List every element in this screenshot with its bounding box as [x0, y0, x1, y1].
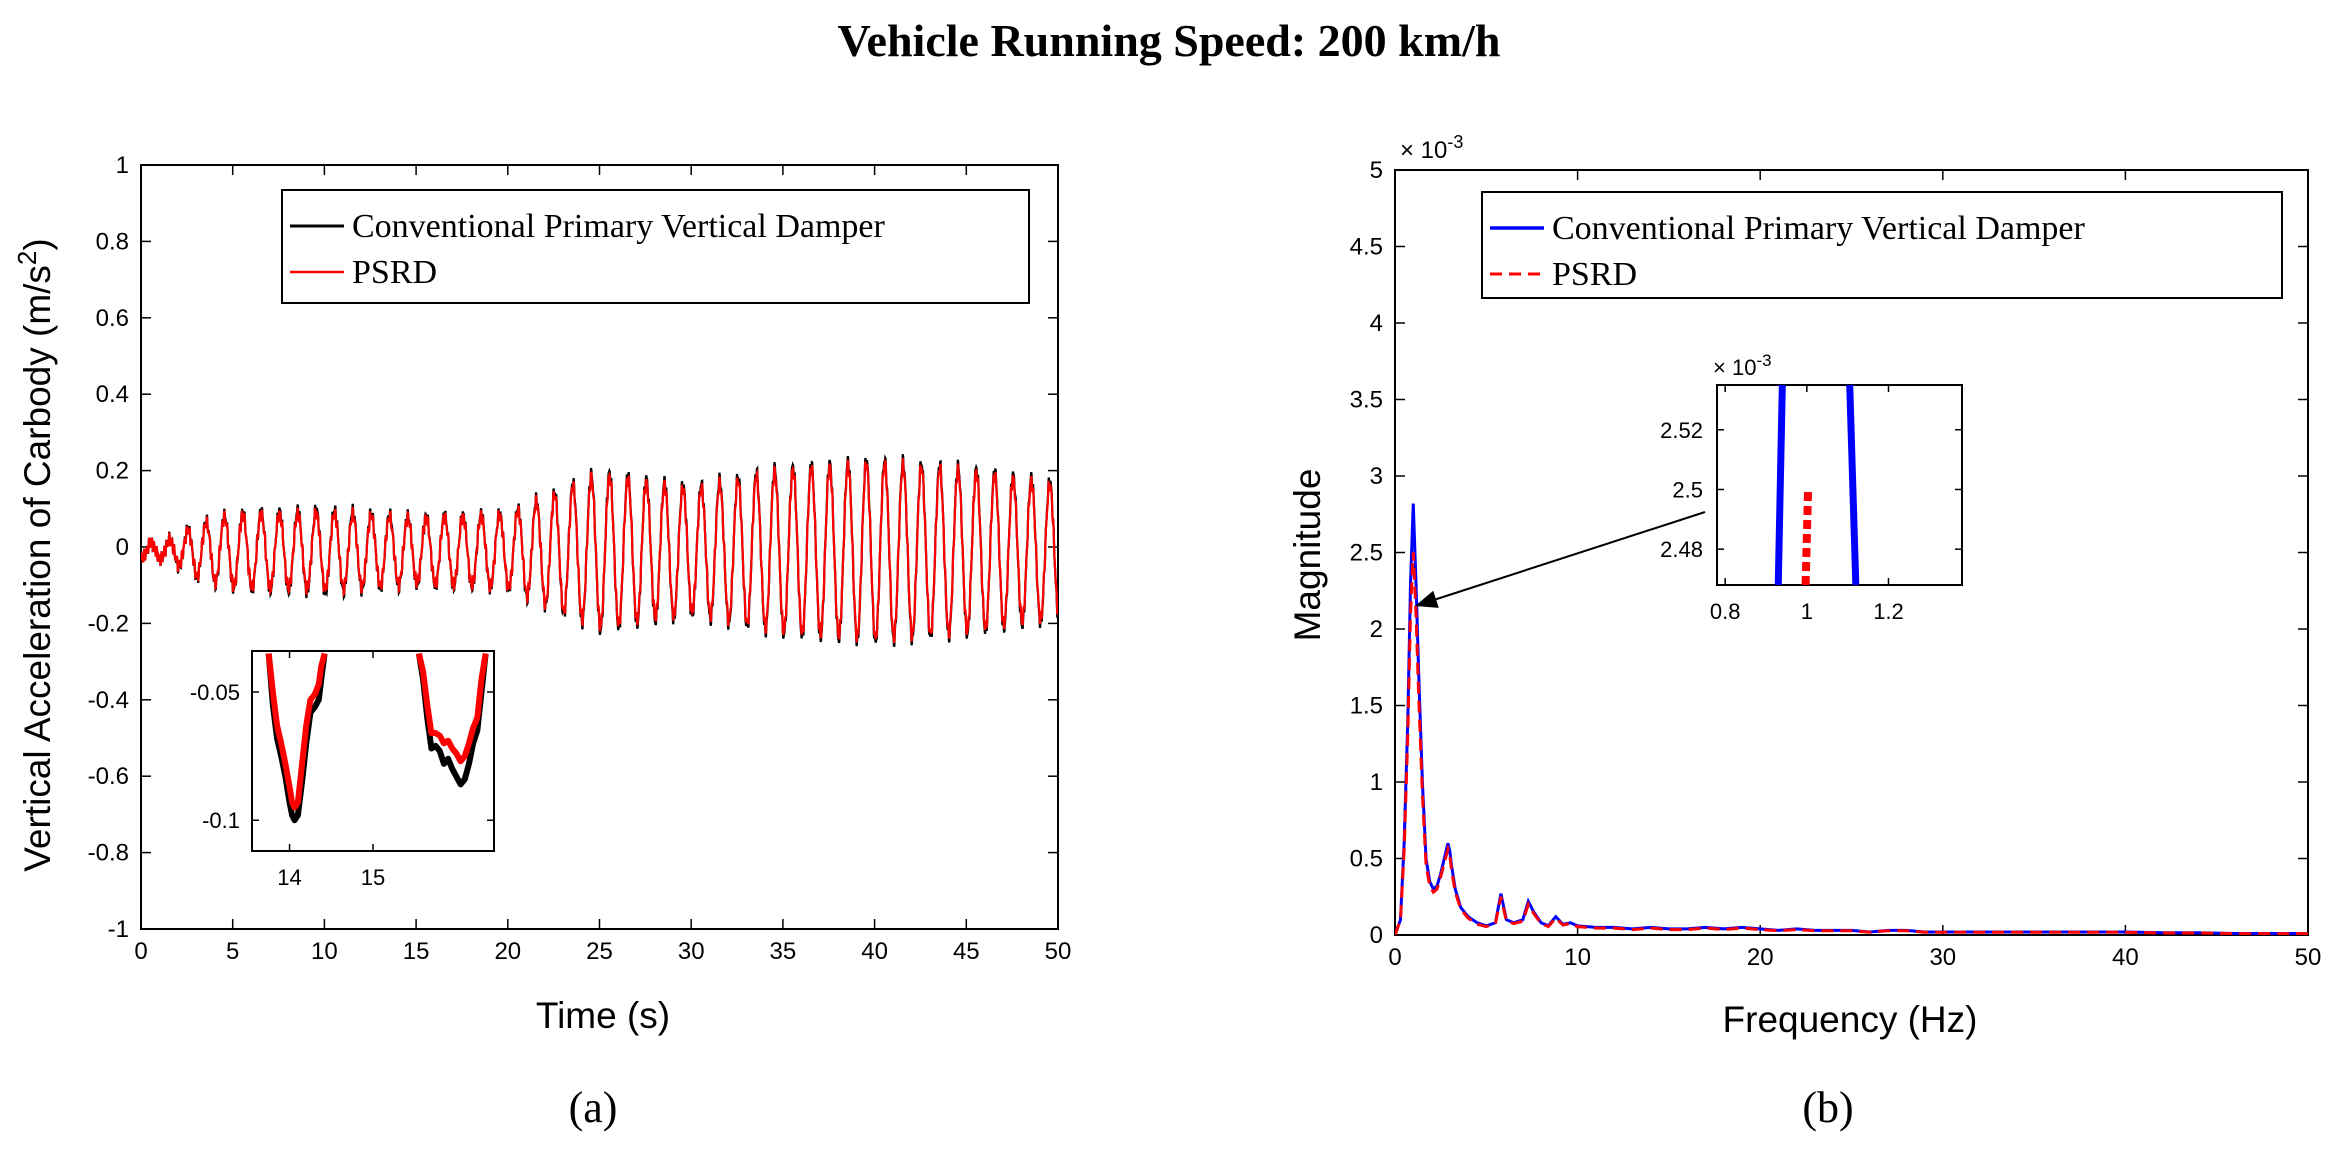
panel-b-y-tick-label: 0: [1370, 922, 1383, 949]
panel-b-inset-x-tick-label: 0.8: [1710, 599, 1741, 624]
panel-a-inset-x-tick-label: 14: [277, 865, 301, 890]
panel-a-x-axis-label: Time (s): [536, 995, 670, 1036]
panel-b-legend-entry: Conventional Primary Vertical Damper: [1552, 210, 2086, 247]
panel-b-legend: [1481, 191, 2283, 299]
panel-b-x-tick-label: 40: [2112, 944, 2139, 971]
panel-b-inset-x-tick-label: 1.2: [1873, 599, 1904, 624]
panel-a-x-tick-label: 45: [953, 938, 980, 965]
panel-a-x-tick-label: 25: [586, 938, 613, 965]
panel-b-label: (b): [1802, 1083, 1853, 1132]
panel-a-label: (a): [569, 1083, 618, 1132]
panel-a-inset-x-tick-label: 15: [361, 865, 385, 890]
panel-a-inset-series-psrd-2: [415, 652, 489, 765]
panel-a-inset-y-tick-label: -0.1: [202, 808, 240, 833]
panel-b-y-tick-label: 3: [1370, 463, 1383, 490]
panel-b-y-tick-label: 2.5: [1350, 540, 1383, 567]
panel-b-y-tick-label: 2: [1370, 616, 1383, 643]
panel-b-inset-y-tick-label: 2.48: [1660, 537, 1703, 562]
panel-b-y-tick-label: 5: [1370, 157, 1383, 184]
panel-a-y-tick-label: 0: [116, 534, 129, 561]
panel-b-inset: 0.8 1 1.2 2.48 2.5 2.52 × 10-3: [1660, 351, 1963, 624]
panel-b-legend-entry: PSRD: [1552, 256, 1637, 293]
panel-a-y-tick-label: -0.6: [88, 763, 129, 790]
panel-a-y-axis-label: Vertical Acceleration of Carbody (m/s2): [12, 238, 58, 871]
panel-b-y-tick-label: 4: [1370, 310, 1383, 337]
panel-b-chart: Magnitude × 10-3 Frequency (Hz) (b) 0 10 2…: [1287, 132, 2321, 1132]
panel-b-x-tick-label: 30: [1929, 944, 1956, 971]
panel-a-x-tick-label: 5: [226, 938, 239, 965]
panel-b-inset-y-multiplier: × 10-3: [1713, 351, 1772, 380]
panel-a-x-tick-label: 10: [311, 938, 338, 965]
panel-b-inset-series-psrd: [1801, 489, 1813, 585]
panel-b-inset-plot-area: [1716, 384, 1963, 586]
panel-a-inset-series-conventional-2: [415, 653, 489, 788]
panel-a-y-tick-label: -1: [108, 916, 129, 943]
panel-a-y-tick-label: 1: [116, 152, 129, 179]
panel-b-y-tick-label: 3.5: [1350, 387, 1383, 414]
panel-b-x-tick-label: 10: [1564, 944, 1591, 971]
panel-b-inset-x-tick-label: 1: [1801, 599, 1813, 624]
panel-a-x-tick-label: 0: [134, 938, 147, 965]
panel-a-y-tick-label: 0.8: [96, 228, 129, 255]
panel-a-chart: Vertical Acceleration of Carbody (m/s2) …: [12, 152, 1071, 1132]
panel-a-series-psrd: [141, 457, 1058, 644]
panel-b-x-axis-label: Frequency (Hz): [1723, 999, 1978, 1040]
panel-a-y-tick-label: -0.2: [88, 610, 129, 637]
panel-a-x-tick-label: 50: [1045, 938, 1072, 965]
panel-a-inset: 14 15 -0.05 -0.1: [190, 650, 495, 890]
panel-b-series-psrd: [1395, 552, 2308, 935]
panel-b-y-tick-label: 1.5: [1350, 693, 1383, 720]
panel-a-y-tick-label: -0.8: [88, 840, 129, 867]
panel-a-legend: [281, 189, 1030, 304]
panel-b-y-tick-label: 1: [1370, 769, 1383, 796]
panel-b-x-tick-label: 20: [1747, 944, 1774, 971]
panel-a-y-tick-label: 0.6: [96, 305, 129, 332]
panel-b-inset-arrow-head: [1415, 590, 1439, 608]
panel-a-x-tick-label: 30: [678, 938, 705, 965]
panel-b-inset-series-conventional-right: [1846, 385, 1860, 585]
panel-b-y-axis-label: Magnitude: [1287, 469, 1328, 642]
panel-b-inset-arrow-line: [1435, 511, 1706, 601]
panel-a-x-tick-label: 20: [494, 938, 521, 965]
panel-b-inset-series-conventional-left: [1774, 385, 1786, 585]
panel-b-y-tick-label: 4.5: [1350, 234, 1383, 261]
panel-a-inset-series-psrd: [265, 652, 328, 811]
panel-a-inset-y-tick-label: -0.05: [190, 680, 240, 705]
panel-a-y-tick-label: -0.4: [88, 687, 129, 714]
panel-a-x-tick-label: 40: [861, 938, 888, 965]
panel-b-x-tick-label: 0: [1388, 944, 1401, 971]
panel-a-x-tick-label: 15: [403, 938, 430, 965]
panel-a-x-tick-label: 35: [770, 938, 797, 965]
panel-b-y-multiplier: × 10-3: [1400, 132, 1463, 164]
panel-a-legend-entry: Conventional Primary Vertical Damper: [352, 208, 886, 245]
panel-b-inset-y-tick-label: 2.52: [1660, 418, 1703, 443]
panel-b-x-tick-label: 50: [2295, 944, 2322, 971]
panel-b-y-tick-label: 0.5: [1350, 846, 1383, 873]
figure-title: Vehicle Running Speed: 200 km/h: [838, 15, 1501, 66]
panel-a-y-tick-label: 0.4: [96, 381, 129, 408]
panel-a-legend-entry: PSRD: [352, 254, 437, 291]
panel-a-y-tick-label: 0.2: [96, 458, 129, 485]
panel-b-inset-y-tick-label: 2.5: [1672, 477, 1703, 502]
